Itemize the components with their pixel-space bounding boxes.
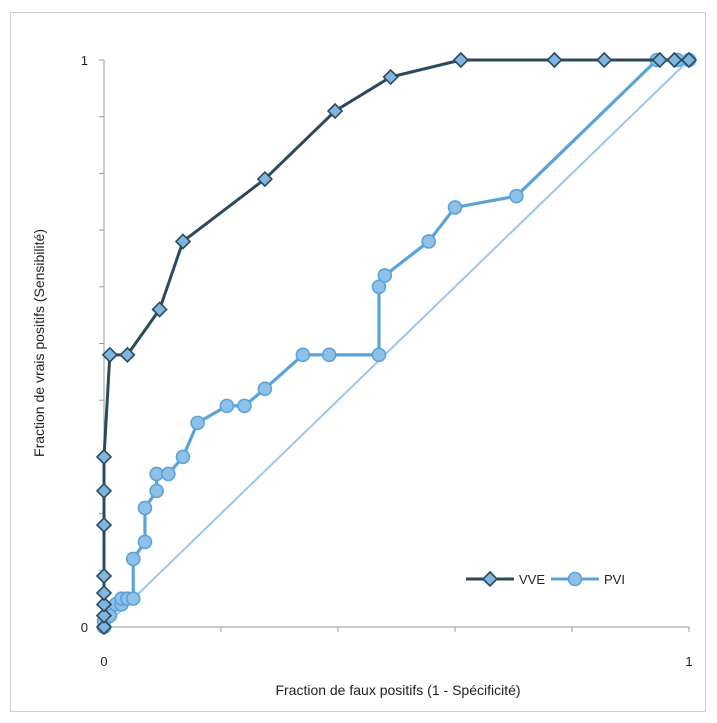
- y-tick-label-1: 1: [81, 53, 88, 68]
- data-point-pvi: [237, 398, 252, 414]
- data-point-vve: [382, 68, 399, 86]
- data-point-pvi: [137, 534, 153, 550]
- data-point-pvi: [125, 591, 141, 606]
- data-point-vve: [95, 618, 113, 636]
- y-tick-label-0: 0: [81, 620, 88, 635]
- data-point-vve: [119, 346, 136, 363]
- data-point-vve: [95, 596, 113, 613]
- data-point-vve: [666, 51, 683, 69]
- data-point-pvi: [190, 415, 205, 431]
- data-point-vve: [596, 51, 613, 69]
- plot-layer: [95, 51, 698, 636]
- legend-marker-pvi: [567, 571, 583, 587]
- data-point-pvi: [371, 279, 387, 295]
- data-point-vve: [95, 448, 113, 466]
- data-point-pvi: [421, 234, 436, 249]
- data-point-pvi: [125, 551, 141, 567]
- data-point-vve: [326, 102, 344, 120]
- data-point-pvi: [371, 347, 387, 363]
- y-axis-title: Fraction de vrais positifs (Sensibilité): [31, 229, 47, 457]
- data-point-pvi: [137, 500, 153, 516]
- data-point-vve: [151, 301, 168, 318]
- data-point-vve: [95, 567, 113, 585]
- x-axis-title: Fraction de faux positifs (1 - Spécifici…: [275, 682, 520, 698]
- data-point-vve: [256, 170, 274, 188]
- data-point-vve: [546, 51, 563, 69]
- data-point-vve: [452, 51, 469, 69]
- data-point-pvi: [377, 268, 393, 283]
- data-point-vve: [101, 346, 118, 363]
- data-point-vve: [680, 51, 698, 69]
- legend-label-pvi: PVI: [604, 572, 625, 587]
- legend-label-vve: VVE: [519, 572, 545, 587]
- data-point-vve: [95, 584, 113, 602]
- data-point-pvi: [257, 381, 273, 397]
- data-point-vve: [95, 482, 113, 500]
- data-point-pvi: [321, 347, 337, 363]
- legend: [466, 570, 599, 588]
- data-point-vve: [651, 51, 668, 69]
- data-point-pvi: [219, 398, 235, 414]
- data-point-pvi: [295, 347, 311, 363]
- reference-diagonal-line: [103, 59, 690, 628]
- data-point-vve: [95, 607, 113, 624]
- data-point-pvi: [447, 200, 463, 215]
- data-point-pvi: [161, 466, 176, 482]
- legend-marker-vve: [481, 570, 499, 588]
- x-tick-label-0: 0: [100, 654, 107, 669]
- data-point-pvi: [175, 449, 191, 465]
- data-point-pvi: [509, 188, 524, 204]
- data-point-pvi: [149, 483, 164, 499]
- data-point-vve: [95, 516, 113, 534]
- data-point-vve: [174, 233, 192, 250]
- x-tick-label-1: 1: [685, 654, 692, 669]
